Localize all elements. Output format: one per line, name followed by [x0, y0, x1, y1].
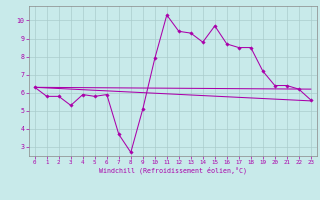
X-axis label: Windchill (Refroidissement éolien,°C): Windchill (Refroidissement éolien,°C) [99, 167, 247, 174]
